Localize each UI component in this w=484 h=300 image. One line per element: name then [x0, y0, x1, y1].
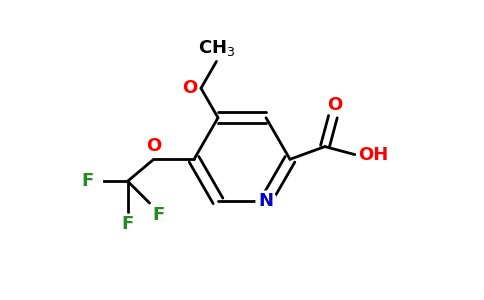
Text: O: O [182, 79, 197, 97]
Text: N: N [258, 192, 273, 210]
Text: F: F [81, 172, 93, 190]
Text: O: O [146, 136, 161, 154]
Text: F: F [152, 206, 165, 224]
Text: O: O [327, 96, 342, 114]
Text: F: F [121, 215, 134, 233]
Text: CH$_3$: CH$_3$ [198, 38, 235, 58]
Text: OH: OH [359, 146, 389, 164]
